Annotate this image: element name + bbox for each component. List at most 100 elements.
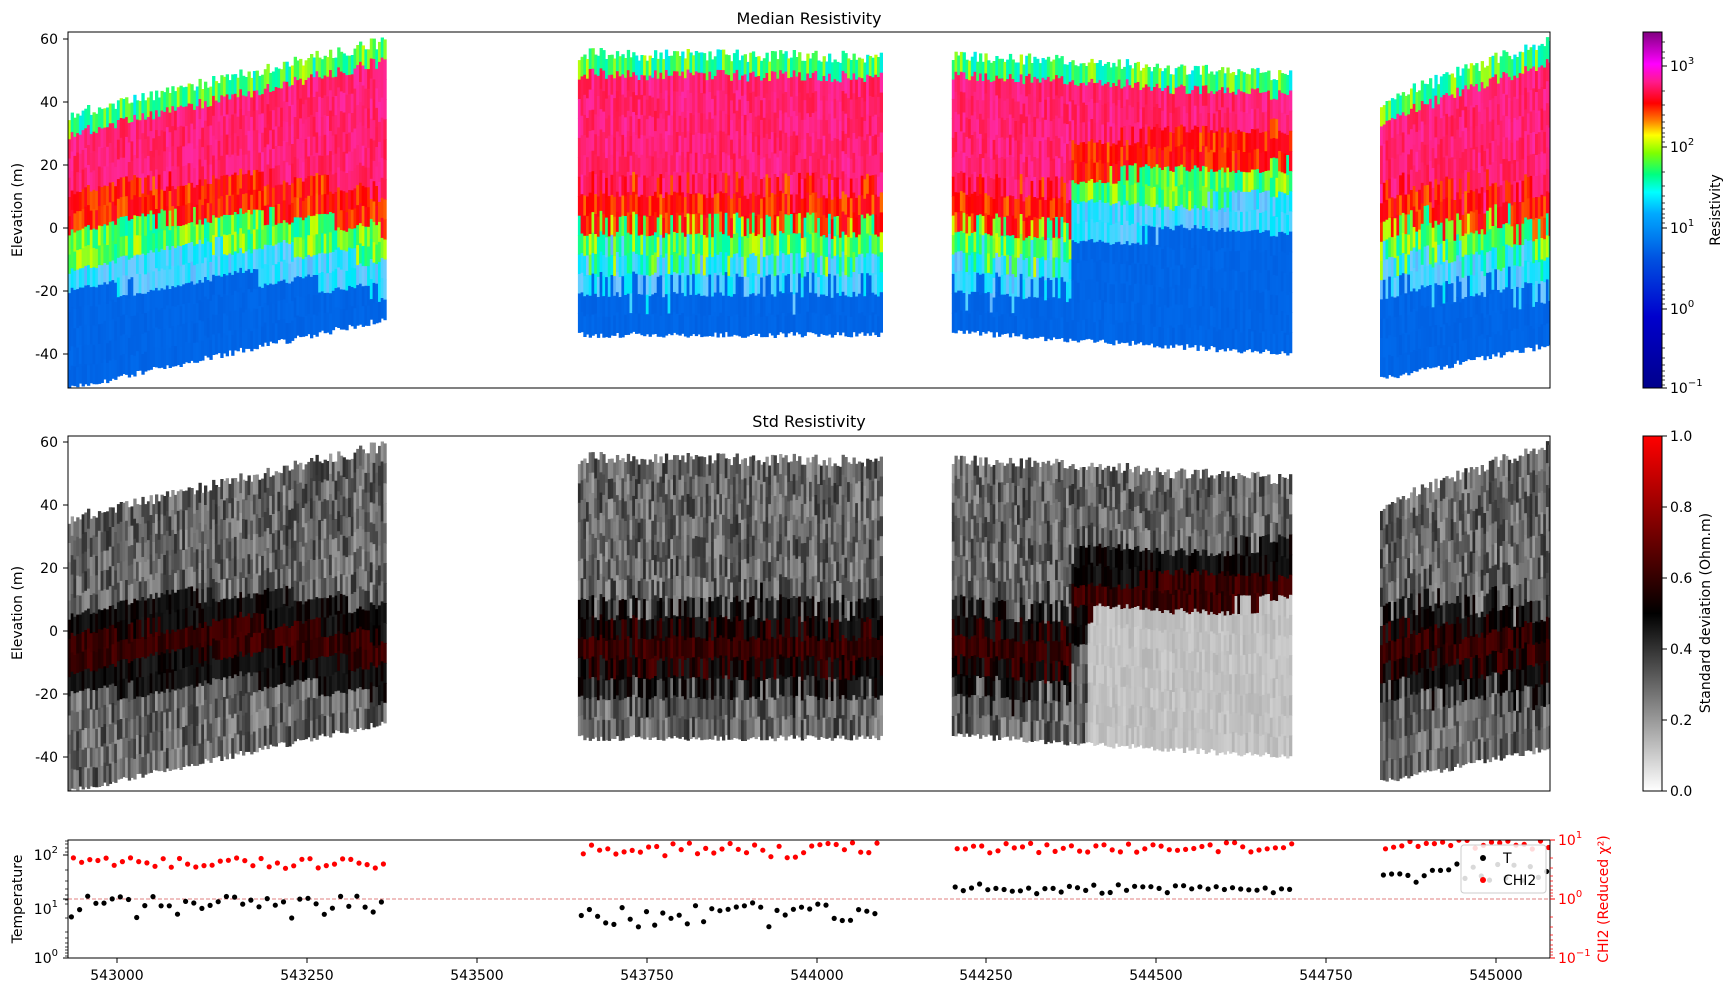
median-cell (586, 98, 590, 119)
median-cell (214, 178, 219, 199)
median-cell (1177, 166, 1181, 187)
median-cell (1196, 86, 1200, 108)
median-cell (664, 110, 669, 132)
median-cell (255, 289, 259, 310)
median-cell (1240, 71, 1244, 92)
median-cell (973, 51, 977, 73)
median-cell (1041, 316, 1045, 337)
median-cell (1131, 223, 1135, 244)
median-cell (976, 119, 980, 140)
median-cell (1136, 61, 1140, 83)
median-cell (760, 218, 764, 239)
median-cell (803, 198, 807, 219)
median-cell (1250, 210, 1255, 231)
median-cell (342, 171, 346, 192)
median-cell (342, 289, 346, 310)
median-cell (874, 314, 878, 336)
median-cell (337, 287, 341, 308)
median-cell (1123, 106, 1127, 127)
median-cell (1019, 194, 1023, 215)
median-cell (879, 172, 883, 193)
median-cell (318, 292, 322, 313)
median-cell (1008, 175, 1013, 196)
median-cell (165, 186, 170, 207)
median-cell (1191, 287, 1195, 308)
median-cell (1253, 149, 1257, 171)
median-cell (773, 317, 777, 338)
median-cell (1166, 226, 1170, 248)
median-cell (1120, 283, 1124, 304)
median-cell (247, 71, 251, 92)
median-cell (995, 233, 999, 254)
median-cell (757, 234, 761, 255)
median-cell (1123, 126, 1127, 147)
median-cell (624, 216, 628, 237)
median-cell (727, 275, 731, 297)
median-cell (814, 212, 818, 234)
median-cell (583, 276, 587, 297)
median-cell (738, 79, 742, 101)
median-cell (95, 229, 99, 250)
median-cell (223, 96, 227, 117)
median-cell (1046, 318, 1051, 339)
median-cell (383, 159, 387, 181)
median-cell (114, 360, 118, 380)
median-cell (209, 242, 213, 263)
median-cell (998, 296, 1002, 317)
median-cell (580, 56, 584, 77)
median-cell (201, 127, 205, 148)
median-cell (326, 214, 330, 235)
median-cell (705, 139, 709, 160)
median-cell (637, 60, 641, 81)
median-cell (1027, 73, 1032, 95)
median-cell (640, 194, 644, 216)
median-cell (266, 63, 270, 85)
median-cell (125, 196, 129, 217)
median-cell (92, 267, 96, 288)
median-cell (879, 132, 883, 154)
median-cell (765, 235, 769, 256)
median-cell (1142, 245, 1146, 267)
median-cell (762, 97, 767, 119)
median-cell (1025, 278, 1029, 299)
median-cell (261, 191, 265, 211)
median-cell (87, 365, 91, 386)
median-cell (987, 156, 991, 177)
median-cell (171, 86, 175, 107)
median-cell (266, 305, 270, 326)
median-cell (746, 218, 750, 239)
median-cell (1041, 58, 1045, 79)
median-cell (372, 221, 376, 243)
median-cell (307, 195, 311, 217)
median-cell (92, 209, 96, 230)
median-cell (1106, 262, 1111, 284)
median-cell (970, 76, 975, 97)
median-cell (266, 204, 270, 226)
median-cell (190, 320, 194, 342)
median-cell (583, 255, 587, 277)
median-cell (749, 153, 753, 174)
median-cell (160, 229, 164, 250)
median-cell (770, 253, 775, 275)
median-cell (580, 253, 584, 274)
median-cell (1025, 298, 1029, 320)
median-cell (957, 133, 961, 154)
median-cell (594, 234, 598, 255)
median-cell (1261, 132, 1266, 153)
median-cell (1022, 123, 1026, 144)
median-cell (806, 53, 810, 75)
median-cell (1267, 270, 1271, 291)
median-cell (968, 99, 972, 120)
median-cell (187, 183, 191, 204)
median-cell (206, 280, 210, 300)
median-cell (1182, 248, 1187, 269)
median-cell (1242, 132, 1246, 153)
median-cell (1006, 118, 1010, 139)
median-cell (73, 155, 77, 176)
median-cell (645, 294, 650, 315)
median-cell (591, 130, 595, 152)
median-cell (152, 119, 156, 139)
median-cell (1275, 236, 1279, 257)
median-cell (375, 147, 379, 168)
median-cell (95, 287, 99, 308)
